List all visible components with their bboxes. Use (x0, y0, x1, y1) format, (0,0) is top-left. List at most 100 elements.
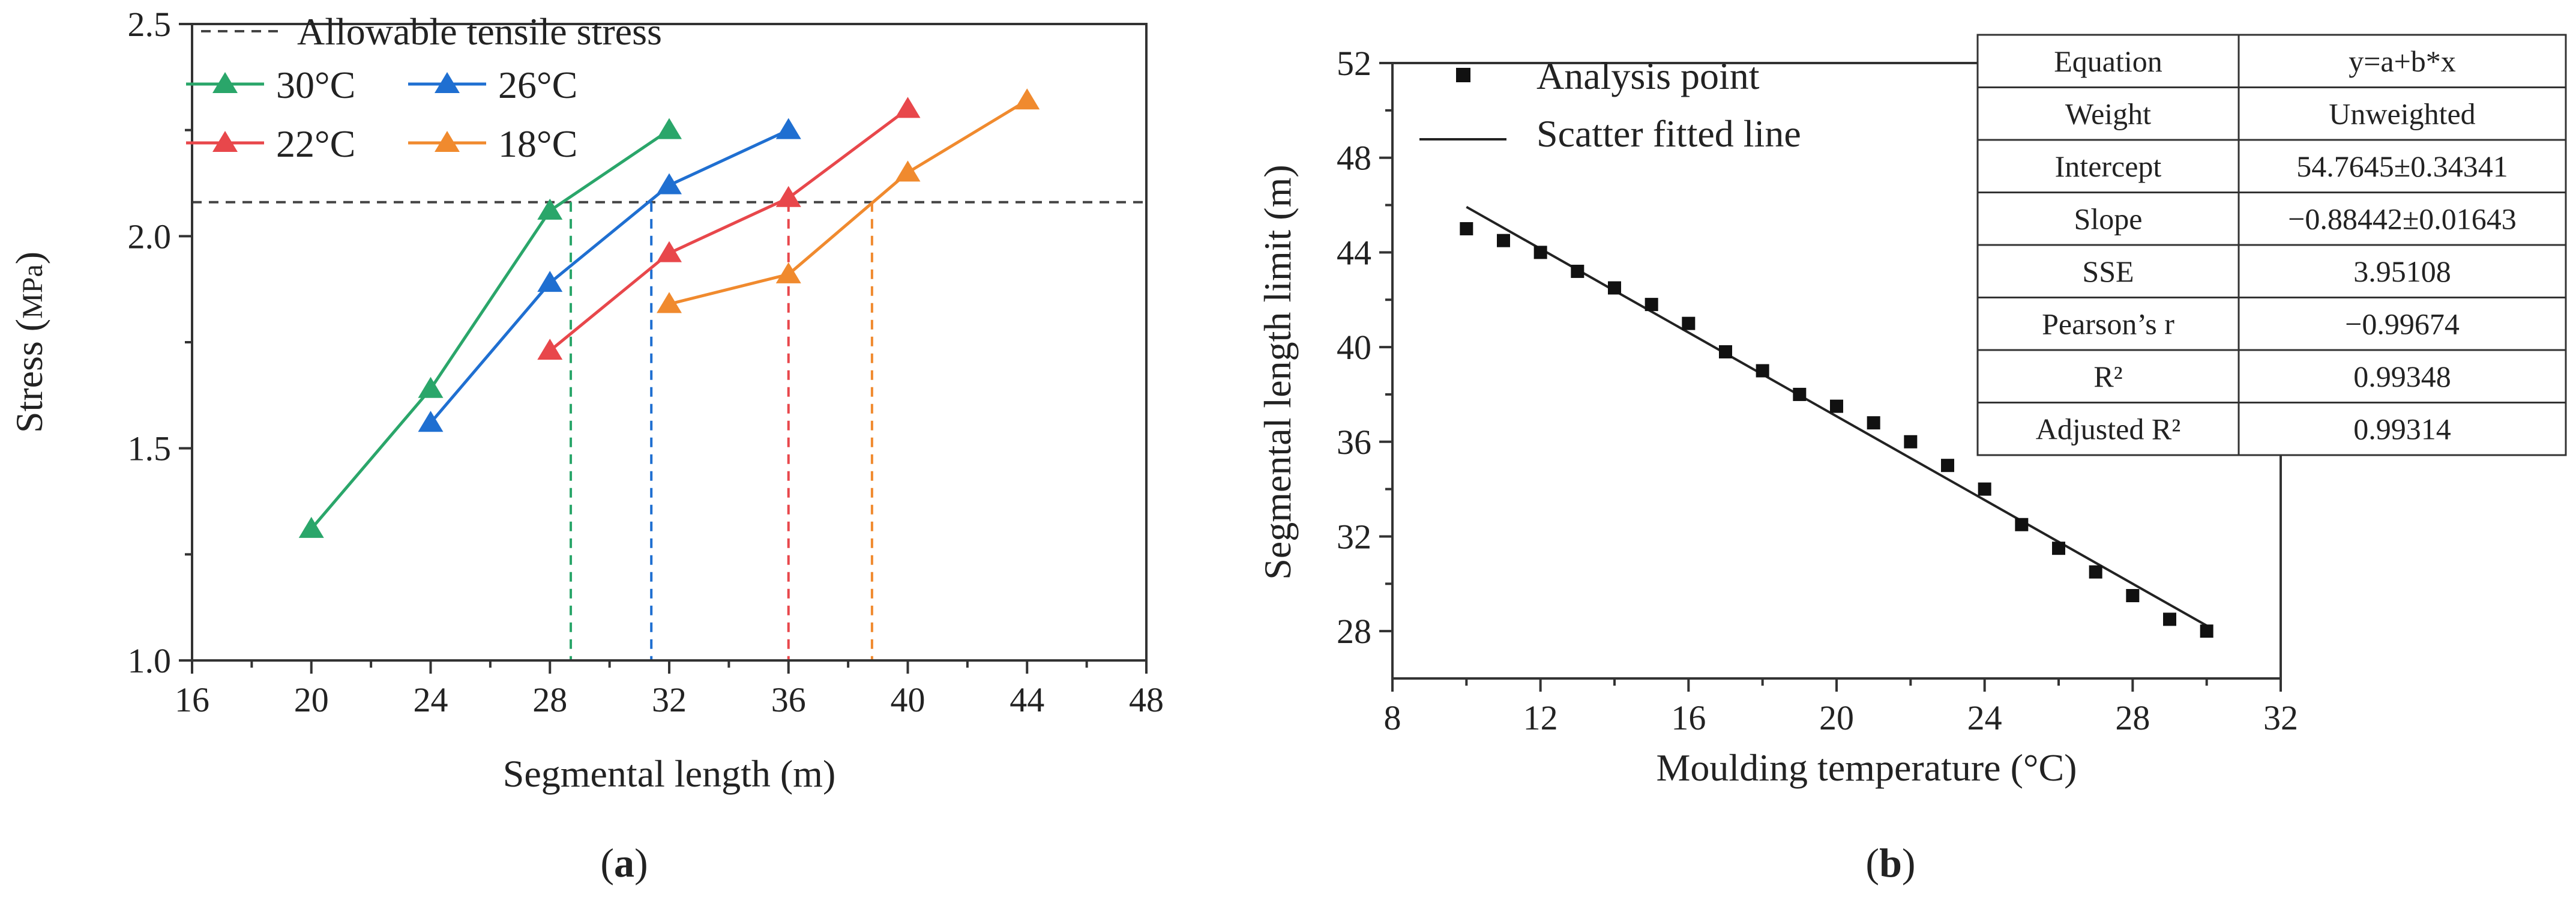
series-2-point (657, 241, 682, 262)
stats-table-label: Weight (2065, 97, 2151, 130)
series-0-line (310, 128, 670, 530)
series-0-point (418, 376, 444, 398)
y-tick-label: 2.0 (128, 217, 172, 256)
y-tick-label: 1.5 (128, 429, 172, 468)
analysis-point (2052, 542, 2065, 555)
x-tick-label: 20 (1819, 698, 1854, 737)
y-tick-label: 52 (1337, 44, 1371, 83)
chart-b-stats-table: Equation y=a+b*x Weight Unweighted Intercept… (1976, 34, 2567, 456)
stats-table-value: −0.99674 (2345, 307, 2460, 340)
series-2-line (549, 107, 909, 352)
x-tick-label: 16 (1671, 698, 1706, 737)
analysis-point (1793, 387, 1807, 401)
analysis-point (1830, 399, 1843, 413)
chart-a-marks (192, 88, 1146, 660)
chart-a-y-axis-label: Stress (MPa) (8, 252, 50, 433)
x-tick-label: 36 (771, 680, 806, 719)
y-tick-label: 32 (1337, 517, 1371, 556)
analysis-point (1682, 316, 1696, 330)
analysis-point (1608, 281, 1621, 295)
chart-b-marks (1460, 205, 2213, 638)
chart-a-legend: Allowable tensile stress 30°C 26°C 22°C 18°C (186, 10, 662, 165)
series-2-point (537, 339, 563, 360)
stats-table-value: −0.88442±0.01643 (2288, 202, 2517, 235)
analysis-point (1533, 246, 1547, 259)
stats-table-label: Equation (2054, 44, 2162, 78)
series-3-line (669, 99, 1028, 306)
analysis-point (1719, 345, 1732, 358)
stats-table-value: Unweighted (2329, 97, 2475, 130)
analysis-point (1941, 459, 1954, 473)
stats-table-label: Intercept (2055, 149, 2162, 183)
chart-b-length-limit-vs-temperature: 8 12 16 20 24 28 32 28 32 36 40 44 48 52 Analysis poi… (1256, 34, 2567, 886)
analysis-point (2015, 518, 2029, 531)
series-0-point (657, 118, 682, 139)
stats-table-value: 54.7645±0.34341 (2296, 149, 2508, 183)
chart-a-panel-letter: a (614, 840, 634, 886)
series-0-point (298, 516, 324, 538)
legend-reference-label: Allowable tensile stress (297, 10, 662, 53)
legend-point-swatch (1456, 68, 1470, 82)
series-1-line (429, 128, 789, 424)
x-tick-label: 8 (1384, 698, 1401, 737)
x-tick-label: 48 (1129, 680, 1164, 719)
series-1-point (775, 118, 801, 139)
x-tick-label: 16 (175, 680, 209, 719)
series-0-point (537, 198, 563, 220)
x-tick-label: 32 (652, 680, 687, 719)
series-3-point (895, 160, 921, 182)
stats-table-value: 3.95108 (2353, 255, 2451, 288)
legend-point-label: Analysis point (1536, 55, 1760, 97)
analysis-point (1571, 264, 1584, 278)
x-tick-label: 32 (2263, 698, 2298, 737)
stats-table-value: y=a+b*x (2349, 44, 2456, 78)
series-1-point (657, 173, 682, 195)
stats-table-value: 0.99348 (2353, 360, 2451, 393)
series-3-point (1014, 88, 1040, 110)
chart-b-x-axis-label: Moulding temperature (°C) (1657, 746, 2077, 789)
stats-table-label: Adjusted R² (2036, 412, 2180, 445)
legend-series-2-label: 22°C (276, 122, 355, 165)
legend-series-1-label: 26°C (498, 64, 577, 106)
y-tick-label: 48 (1337, 139, 1371, 178)
analysis-point (2200, 624, 2213, 638)
series-1-point (418, 411, 444, 432)
x-tick-label: 20 (294, 680, 329, 719)
chart-b-legend: Analysis point Scatter fitted line (1419, 55, 1801, 155)
chart-b-panel-label: (b) (1865, 840, 1915, 886)
legend-series-3-swatch-marker (435, 131, 460, 152)
x-tick-label: 28 (532, 680, 567, 719)
analysis-point (1645, 298, 1658, 312)
analysis-point (2126, 589, 2140, 603)
analysis-point (1978, 482, 1991, 496)
series-2-point (775, 186, 801, 207)
chart-a-panel-label: (a) (600, 840, 648, 886)
legend-series-0-swatch-marker (212, 72, 238, 93)
stats-table-label: SSE (2082, 255, 2134, 288)
legend-line-label: Scatter fitted line (1536, 112, 1801, 155)
chart-a-y-label-unit: MPa (17, 264, 49, 319)
x-tick-label: 28 (2115, 698, 2150, 737)
x-tick-label: 12 (1523, 698, 1558, 737)
y-tick-label: 28 (1337, 612, 1371, 651)
chart-a-x-axis-label: Segmental length (m) (503, 752, 836, 795)
stats-table-label: Pearson’s r (2042, 307, 2174, 340)
y-tick-label: 1.0 (128, 641, 172, 680)
y-tick-label: 44 (1337, 233, 1371, 272)
x-tick-label: 40 (891, 680, 925, 719)
fitted-line (1466, 205, 2207, 627)
series-1-point (537, 271, 563, 292)
chart-b-y-axis-label: Segmental length limit (m) (1256, 165, 1299, 579)
analysis-point (1497, 234, 1510, 247)
chart-a-stress-vs-length: 16 20 24 28 32 36 40 44 48 1.0 1.5 2.0 2.5 Allowable… (8, 5, 1164, 886)
analysis-point (1867, 416, 1880, 430)
series-3-point (657, 292, 682, 313)
y-tick-label: 2.5 (128, 5, 172, 44)
x-tick-label: 24 (1967, 698, 2002, 737)
y-tick-label: 40 (1337, 328, 1371, 367)
analysis-point (2163, 612, 2176, 626)
legend-series-1-swatch-marker (435, 72, 460, 93)
x-tick-label: 44 (1010, 680, 1044, 719)
analysis-point (1904, 435, 1918, 448)
